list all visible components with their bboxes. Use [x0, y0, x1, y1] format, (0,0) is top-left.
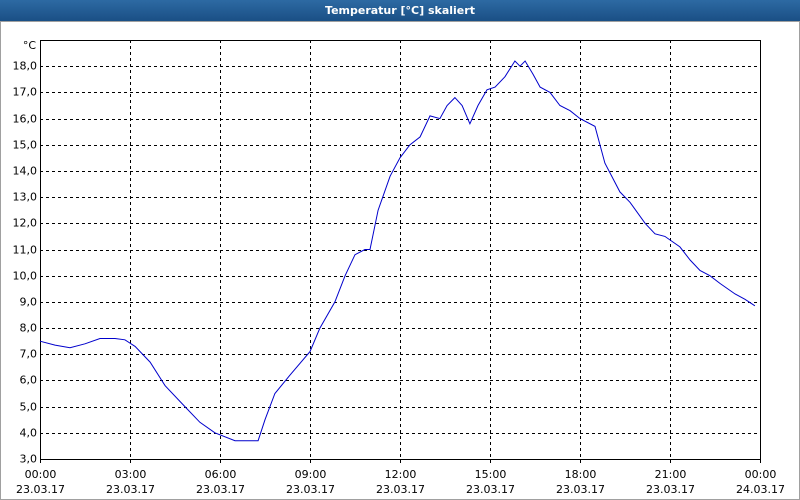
- y-tick-label: 4,0: [20, 427, 38, 440]
- x-tick-label: 12:00 23.03.17: [376, 468, 425, 496]
- y-tick-label: 8,0: [20, 322, 38, 335]
- x-tick-label: 03:00 23.03.17: [106, 468, 155, 496]
- x-tick-label: 00:00 24.03.17: [736, 468, 785, 496]
- x-tick-label: 15:00 23.03.17: [466, 468, 515, 496]
- x-tick-label: 06:00 23.03.17: [196, 468, 245, 496]
- y-tick-label: 5,0: [20, 401, 38, 414]
- x-tick-label: 21:00 23.03.17: [646, 468, 695, 496]
- y-tick-label: 12,0: [13, 217, 38, 230]
- x-tick-label: 00:00 23.03.17: [16, 468, 65, 496]
- y-tick-label: 17,0: [13, 86, 38, 99]
- y-tick-label: 15,0: [13, 139, 38, 152]
- y-tick-label: 11,0: [13, 244, 38, 257]
- y-tick-label: 13,0: [13, 191, 38, 204]
- y-tick-label: 3,0: [20, 453, 38, 466]
- y-tick-label: 10,0: [13, 270, 38, 283]
- y-tick-label: 16,0: [13, 113, 38, 126]
- x-tick-label: 18:00 23.03.17: [556, 468, 605, 496]
- chart-title: Temperatur [°C] skaliert: [0, 0, 800, 21]
- plot-border: [40, 40, 761, 460]
- y-tick-label: 6,0: [20, 374, 38, 387]
- y-axis-label: °C: [23, 39, 37, 52]
- y-tick-label: 18,0: [13, 60, 38, 73]
- y-tick-label: 7,0: [20, 348, 38, 361]
- y-tick-label: 9,0: [20, 296, 38, 309]
- data-line: [39, 60, 756, 442]
- y-tick-label: 14,0: [13, 165, 38, 178]
- x-tick-label: 09:00 23.03.17: [286, 468, 335, 496]
